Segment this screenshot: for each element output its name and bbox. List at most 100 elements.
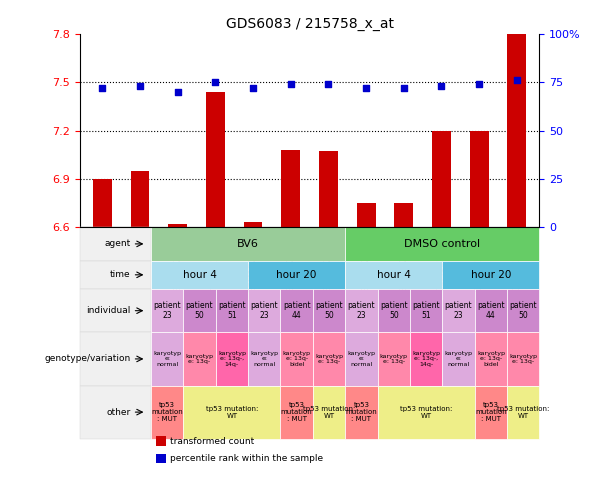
Bar xyxy=(80,289,151,332)
Text: patient
23: patient 23 xyxy=(251,301,278,320)
Point xyxy=(399,84,409,92)
Text: tp53 mutation:
WT: tp53 mutation: WT xyxy=(400,406,452,419)
Text: patient
23: patient 23 xyxy=(153,301,181,320)
Bar xyxy=(345,385,378,439)
Text: genotype/variation: genotype/variation xyxy=(44,355,130,363)
Bar xyxy=(168,224,187,227)
Text: patient
50: patient 50 xyxy=(509,301,537,320)
Point xyxy=(474,80,484,88)
Bar xyxy=(131,171,150,227)
Bar xyxy=(443,261,539,289)
Bar xyxy=(378,289,410,332)
Bar xyxy=(357,203,376,227)
Bar xyxy=(507,385,539,439)
Bar xyxy=(248,289,281,332)
Point xyxy=(135,82,145,90)
Text: hour 20: hour 20 xyxy=(276,270,317,280)
Text: karyotyp
e:
normal: karyotyp e: normal xyxy=(250,351,278,367)
Point xyxy=(512,76,522,84)
Text: tp53
mutation
: MUT: tp53 mutation : MUT xyxy=(346,402,377,422)
Text: individual: individual xyxy=(86,306,130,315)
Bar xyxy=(248,261,345,289)
Bar xyxy=(345,289,378,332)
Bar xyxy=(443,332,474,385)
Text: patient
23: patient 23 xyxy=(444,301,473,320)
Bar xyxy=(319,152,338,227)
Bar xyxy=(183,289,216,332)
Bar xyxy=(281,150,300,227)
Point xyxy=(324,80,333,88)
Text: patient
44: patient 44 xyxy=(283,301,310,320)
Point xyxy=(97,84,107,92)
Text: karyotyp
e: 13q-
bidel: karyotyp e: 13q- bidel xyxy=(477,351,505,367)
Text: patient
50: patient 50 xyxy=(380,301,408,320)
Bar xyxy=(216,289,248,332)
Text: tp53 mutation:
WT: tp53 mutation: WT xyxy=(303,406,355,419)
Bar xyxy=(151,289,183,332)
Bar xyxy=(216,332,248,385)
Text: patient
51: patient 51 xyxy=(218,301,246,320)
Text: hour 20: hour 20 xyxy=(471,270,511,280)
Bar xyxy=(394,203,413,227)
Text: hour 4: hour 4 xyxy=(183,270,216,280)
Bar xyxy=(80,227,151,261)
Bar xyxy=(281,385,313,439)
Text: tp53 mutation:
WT: tp53 mutation: WT xyxy=(497,406,549,419)
Text: tp53
mutation
: MUT: tp53 mutation : MUT xyxy=(475,402,507,422)
Text: BV6: BV6 xyxy=(237,239,259,249)
Bar xyxy=(248,332,281,385)
Bar xyxy=(432,130,451,227)
Bar xyxy=(474,289,507,332)
Point xyxy=(248,84,258,92)
Point xyxy=(436,82,446,90)
Bar xyxy=(281,289,313,332)
Bar xyxy=(474,385,507,439)
Text: karyotyp
e: 13q-,
14q-: karyotyp e: 13q-, 14q- xyxy=(412,351,440,367)
Bar xyxy=(156,454,166,463)
Text: agent: agent xyxy=(104,240,130,248)
Bar xyxy=(508,34,526,227)
Bar xyxy=(80,332,151,385)
Text: patient
44: patient 44 xyxy=(477,301,504,320)
Text: karyotyp
e:
normal: karyotyp e: normal xyxy=(348,351,375,367)
Bar xyxy=(80,385,151,439)
Bar xyxy=(410,332,443,385)
Bar xyxy=(378,332,410,385)
Bar xyxy=(345,227,539,261)
Bar xyxy=(183,332,216,385)
Bar xyxy=(345,332,378,385)
Text: patient
50: patient 50 xyxy=(186,301,213,320)
Bar xyxy=(281,332,313,385)
Bar xyxy=(151,332,183,385)
Bar xyxy=(151,227,345,261)
Text: patient
23: patient 23 xyxy=(348,301,375,320)
Text: tp53
mutation
: MUT: tp53 mutation : MUT xyxy=(281,402,313,422)
Text: karyotyp
e: 13q-
bidel: karyotyp e: 13q- bidel xyxy=(283,351,311,367)
Text: karyotyp
e: 13q-,
14q-: karyotyp e: 13q-, 14q- xyxy=(218,351,246,367)
Text: percentile rank within the sample: percentile rank within the sample xyxy=(170,454,324,463)
Bar xyxy=(80,261,151,289)
Bar xyxy=(313,385,345,439)
Bar xyxy=(243,222,262,227)
Text: patient
50: patient 50 xyxy=(315,301,343,320)
Bar xyxy=(151,385,183,439)
Bar xyxy=(378,385,474,439)
Bar xyxy=(345,261,443,289)
Bar xyxy=(507,332,539,385)
Bar xyxy=(474,332,507,385)
Text: karyotyp
e: 13q-: karyotyp e: 13q- xyxy=(315,354,343,364)
Title: GDS6083 / 215758_x_at: GDS6083 / 215758_x_at xyxy=(226,17,394,31)
Text: other: other xyxy=(106,408,130,417)
Point xyxy=(173,88,183,96)
Bar xyxy=(313,332,345,385)
Text: patient
51: patient 51 xyxy=(413,301,440,320)
Text: karyotyp
e: 13q-: karyotyp e: 13q- xyxy=(186,354,213,364)
Text: tp53
mutation
: MUT: tp53 mutation : MUT xyxy=(151,402,183,422)
Bar xyxy=(313,289,345,332)
Bar xyxy=(183,385,281,439)
Bar xyxy=(410,289,443,332)
Text: hour 4: hour 4 xyxy=(377,270,411,280)
Point xyxy=(286,80,295,88)
Text: karyotyp
e: 13q-: karyotyp e: 13q- xyxy=(380,354,408,364)
Bar xyxy=(151,261,248,289)
